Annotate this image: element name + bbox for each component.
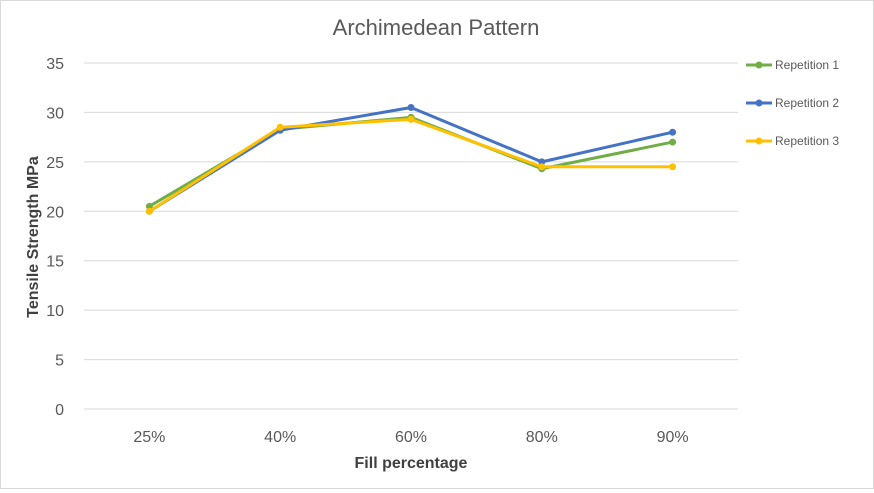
data-point [669,163,677,171]
data-point [538,163,546,171]
y-tick-label: 0 [55,402,64,419]
legend-marker [755,137,763,145]
y-tick-label: 25 [46,155,64,172]
data-point [407,115,415,123]
legend-label: Repetition 2 [775,96,839,110]
legend-item: Repetition 3 [746,134,839,148]
series-lines [145,103,677,215]
y-axis-title: Tensile Strength MPa [25,156,42,318]
data-point [145,202,153,210]
x-tick-label: 80% [526,429,558,446]
x-axis-ticks: 25% 40% 60% 80% 90% [133,429,688,446]
y-tick-label: 30 [46,105,64,122]
legend: Repetition 1 Repetition 2 Repetition 3 [746,58,839,148]
legend-marker [755,61,763,69]
y-tick-label: 10 [46,303,64,320]
series-line [147,117,675,213]
y-tick-label: 15 [46,254,64,271]
legend-item: Repetition 1 [746,58,839,72]
y-tick-label: 5 [55,353,64,370]
x-tick-label: 60% [395,429,427,446]
legend-label: Repetition 1 [775,58,839,72]
data-point [276,123,284,131]
y-tick-label: 20 [46,204,64,221]
chart-title: Archimedean Pattern [333,15,540,40]
legend-marker [755,99,763,107]
x-tick-label: 25% [133,429,165,446]
data-point [407,103,415,111]
legend-item: Repetition 2 [746,96,839,110]
x-tick-label: 40% [264,429,296,446]
series-3 [145,115,677,215]
y-axis-ticks: 0 5 10 15 20 25 30 35 [46,56,64,419]
data-point [669,128,677,136]
y-tick-label: 35 [46,56,64,73]
x-tick-label: 90% [657,429,689,446]
data-point [669,138,677,146]
x-axis-title: Fill percentage [355,455,468,472]
gridlines [84,62,738,410]
legend-label: Repetition 3 [775,134,839,148]
data-point [538,158,546,166]
data-point [145,207,153,215]
